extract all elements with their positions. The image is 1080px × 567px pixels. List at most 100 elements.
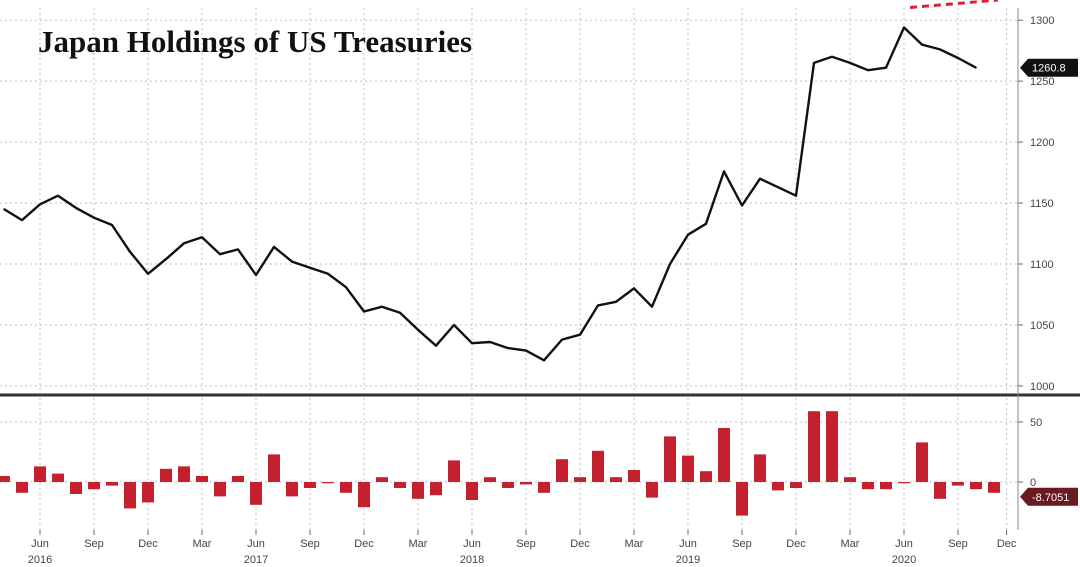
change-bar bbox=[430, 482, 442, 496]
line-point bbox=[237, 248, 239, 251]
line-point bbox=[471, 342, 473, 345]
line-point bbox=[525, 349, 527, 352]
x-month-label: Mar bbox=[193, 538, 212, 550]
x-month-label: Sep bbox=[516, 538, 536, 550]
chart-title: Japan Holdings of US Treasuries bbox=[38, 24, 472, 59]
line-point bbox=[597, 304, 599, 307]
x-month-label: Jun bbox=[679, 538, 697, 550]
change-bar bbox=[340, 482, 352, 493]
line-point bbox=[759, 177, 761, 180]
change-bar bbox=[268, 454, 280, 482]
change-bar bbox=[466, 482, 478, 500]
line-point bbox=[633, 287, 635, 290]
line-point bbox=[489, 341, 491, 343]
line-point bbox=[147, 272, 149, 275]
line-point bbox=[93, 216, 95, 219]
change-bar bbox=[700, 471, 712, 482]
change-bar bbox=[664, 436, 676, 482]
bar-panel bbox=[0, 411, 1000, 516]
change-bar bbox=[826, 411, 838, 482]
line-point bbox=[345, 286, 347, 288]
change-bar bbox=[304, 482, 316, 488]
line-point bbox=[327, 272, 329, 275]
change-bar bbox=[16, 482, 28, 493]
line-point bbox=[723, 170, 725, 173]
line-panel bbox=[3, 0, 999, 362]
change-bar bbox=[124, 482, 136, 509]
line-point bbox=[885, 66, 887, 69]
line-point bbox=[291, 260, 293, 263]
line-point bbox=[417, 329, 419, 331]
last-change-flag-label: -8.7051 bbox=[1032, 492, 1069, 504]
line-point bbox=[687, 233, 689, 236]
change-bar bbox=[808, 411, 820, 482]
change-bar bbox=[412, 482, 424, 499]
y-tick-label: 1300 bbox=[1030, 15, 1054, 27]
x-year-label: 2018 bbox=[460, 554, 484, 566]
line-point bbox=[561, 338, 563, 341]
y-tick-label: 1100 bbox=[1030, 259, 1054, 271]
line-point bbox=[399, 311, 401, 314]
change-bar bbox=[556, 459, 568, 482]
line-point bbox=[111, 224, 113, 226]
x-year-label: 2017 bbox=[244, 554, 268, 566]
line-point bbox=[57, 194, 59, 197]
x-month-label: Dec bbox=[786, 538, 806, 550]
change-bar bbox=[232, 476, 244, 482]
line-point bbox=[777, 186, 779, 188]
line-point bbox=[957, 57, 959, 59]
change-bar bbox=[358, 482, 370, 508]
line-point bbox=[309, 266, 311, 269]
line-point bbox=[381, 305, 383, 308]
change-bar bbox=[196, 476, 208, 482]
line-point bbox=[75, 207, 77, 209]
line-point bbox=[165, 258, 167, 260]
change-bar bbox=[754, 454, 766, 482]
grid-lines bbox=[0, 8, 1018, 530]
line-point bbox=[831, 55, 833, 58]
line-point bbox=[795, 194, 797, 197]
change-bar bbox=[898, 482, 910, 484]
line-point bbox=[741, 204, 743, 207]
change-bar bbox=[394, 482, 406, 488]
line-point bbox=[21, 219, 23, 221]
change-bar bbox=[916, 442, 928, 482]
change-bar bbox=[214, 482, 226, 497]
change-bar bbox=[88, 482, 100, 490]
line-point bbox=[921, 43, 923, 46]
change-bar bbox=[610, 477, 622, 482]
line-point bbox=[939, 48, 941, 51]
change-bar bbox=[502, 482, 514, 488]
y-tick-label: 50 bbox=[1030, 417, 1042, 429]
x-month-label: Sep bbox=[732, 538, 752, 550]
x-month-label: Sep bbox=[948, 538, 968, 550]
line-point bbox=[813, 62, 815, 64]
x-month-label: Mar bbox=[409, 538, 428, 550]
change-bar bbox=[34, 466, 46, 482]
change-bar bbox=[322, 482, 334, 484]
change-bar bbox=[142, 482, 154, 503]
line-point bbox=[363, 310, 365, 313]
last-change-flag-bg bbox=[1020, 487, 1078, 506]
line-point bbox=[903, 26, 905, 29]
change-bar bbox=[628, 470, 640, 482]
x-month-label: Jun bbox=[895, 538, 913, 550]
change-bar bbox=[988, 482, 1000, 493]
line-point bbox=[507, 347, 509, 349]
line-point bbox=[39, 203, 41, 206]
x-month-label: Dec bbox=[570, 538, 590, 550]
change-bar bbox=[646, 482, 658, 498]
change-bar bbox=[106, 482, 118, 486]
line-point bbox=[453, 324, 455, 326]
line-point bbox=[975, 66, 977, 69]
change-bar bbox=[52, 473, 64, 482]
change-bar bbox=[970, 482, 982, 490]
change-bar bbox=[484, 477, 496, 482]
line-point bbox=[849, 62, 851, 64]
last-value-flag-label: 1260.8 bbox=[1032, 63, 1066, 75]
change-bar bbox=[844, 477, 856, 482]
change-bar bbox=[934, 482, 946, 499]
x-month-label: Dec bbox=[354, 538, 374, 550]
line-point bbox=[705, 222, 707, 225]
